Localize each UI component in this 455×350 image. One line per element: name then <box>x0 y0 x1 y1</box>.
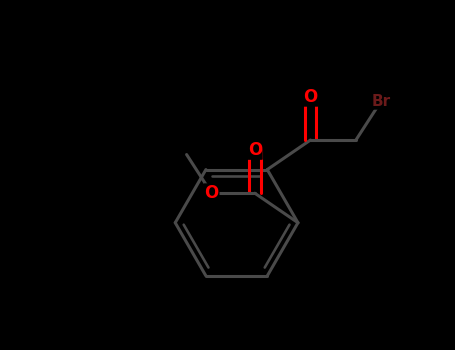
Text: O: O <box>248 141 262 159</box>
Text: O: O <box>303 88 318 106</box>
Text: Br: Br <box>371 94 390 109</box>
Text: O: O <box>204 184 219 202</box>
